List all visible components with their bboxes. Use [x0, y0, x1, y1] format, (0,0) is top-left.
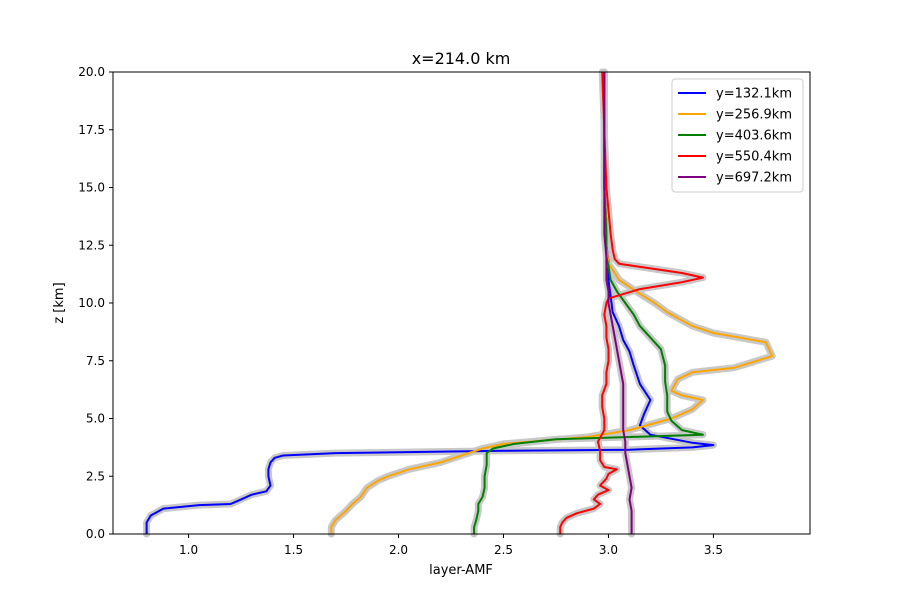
x-tick-label: 1.5 [284, 543, 303, 557]
y-tick-label: 0.0 [86, 527, 105, 541]
legend-box [671, 78, 804, 193]
y-axis: 0.0 2.5 5.0 7.5 10.0 12.5 15.0 17.5 20.0 [78, 65, 113, 541]
chart-title: x=214.0 km [412, 49, 511, 68]
x-axis: 1.0 1.5 2.0 2.5 3.0 3.5 [179, 534, 723, 557]
series-line [603, 72, 633, 534]
legend: y=132.1km y=256.9km y=403.6km y=550.4km y=69… [671, 78, 804, 193]
y-tick-label: 12.5 [78, 238, 105, 252]
x-tick-label: 3.5 [704, 543, 723, 557]
legend-label: y=697.2km [716, 171, 792, 186]
y-tick-label: 20.0 [78, 65, 105, 79]
y-tick-label: 10.0 [78, 296, 105, 310]
series-line [145, 72, 715, 534]
x-tick-label: 1.0 [179, 543, 198, 557]
legend-label: y=132.1km [716, 87, 792, 102]
y-tick-label: 17.5 [78, 123, 105, 137]
y-tick-label: 15.0 [78, 181, 105, 195]
legend-label: y=256.9km [716, 108, 792, 123]
series-lines [145, 71, 774, 534]
x-axis-label: layer-AMF [429, 563, 493, 578]
series-line [473, 72, 704, 534]
y-tick-label: 5.0 [86, 412, 105, 426]
x-tick-label: 3.0 [599, 543, 618, 557]
series-line [330, 72, 774, 534]
y-tick-label: 7.5 [86, 354, 105, 368]
x-tick-label: 2.5 [494, 543, 513, 557]
x-tick-label: 2.0 [389, 543, 408, 557]
series-line [559, 71, 704, 534]
y-axis-label: z [km] [52, 282, 67, 323]
legend-label: y=403.6km [716, 129, 792, 144]
legend-label: y=550.4km [716, 150, 792, 165]
y-tick-label: 2.5 [86, 469, 105, 483]
